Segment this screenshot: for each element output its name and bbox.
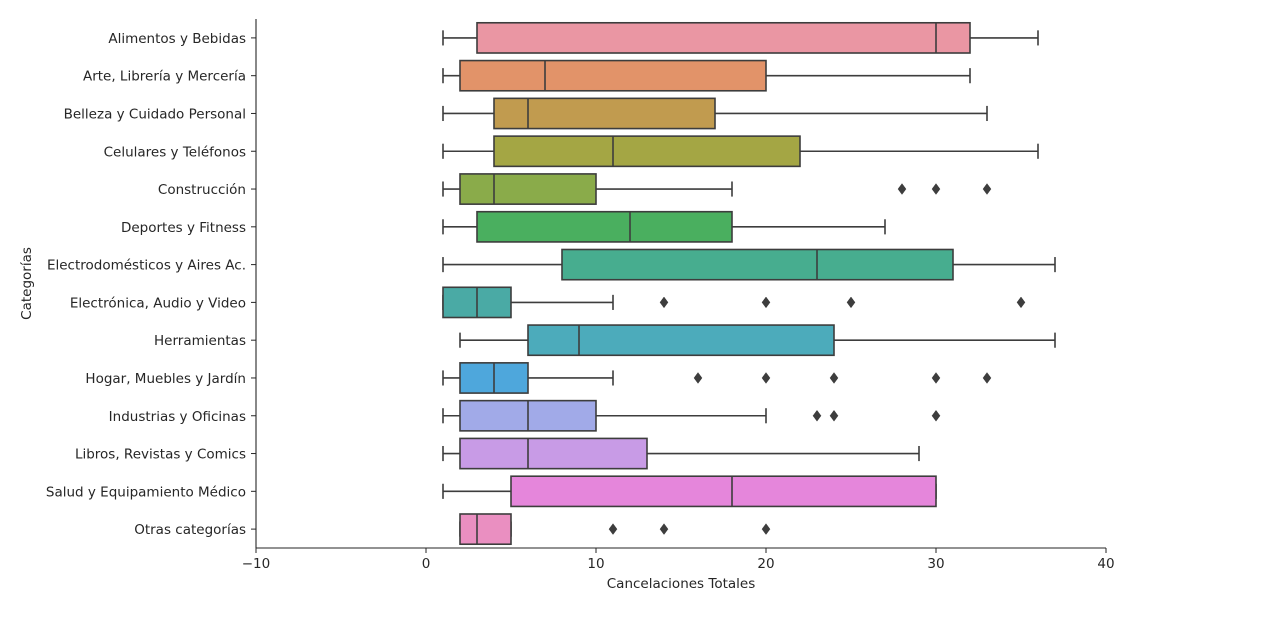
box-group (459, 324, 1056, 357)
x-tick-label: 30 (927, 556, 944, 572)
x-tick-label: 10 (587, 556, 604, 572)
outlier-point (659, 296, 669, 309)
x-tick-label: 0 (422, 556, 431, 572)
box-group (442, 437, 920, 470)
outlier-point (659, 523, 669, 535)
outlier-point (829, 409, 839, 422)
box-iqr (493, 97, 716, 130)
box-iqr (459, 437, 648, 470)
box-iqr (561, 248, 954, 281)
outlier-point (761, 296, 771, 309)
outlier-point (1016, 296, 1026, 309)
box-group (442, 248, 1056, 281)
y-axis-label: Categorías (19, 247, 35, 320)
x-axis-label: Cancelaciones Totales (607, 576, 756, 592)
y-tick-label: Salud y Equipamiento Médico (46, 484, 246, 500)
outlier-point (761, 372, 771, 384)
y-tick-label: Belleza y Cuidado Personal (64, 106, 246, 122)
y-tick-label: Electrónica, Audio y Video (70, 295, 246, 311)
box-iqr (527, 324, 835, 357)
y-axis: Alimentos y Bebidas Arte, Librería y Merc… (46, 19, 257, 548)
y-tick-label: Arte, Librería y Mercería (83, 69, 246, 85)
outlier-point (982, 183, 992, 195)
box-iqr (459, 59, 767, 92)
box-iqr (510, 475, 937, 508)
outlier-point (846, 296, 856, 309)
plot-area (442, 21, 1056, 546)
y-tick-label: Deportes y Fitness (121, 220, 246, 236)
box-iqr (493, 135, 801, 168)
y-tick-label: Herramientas (154, 333, 246, 349)
box-group (442, 362, 992, 394)
x-tick-label: −10 (242, 556, 271, 572)
outlier-point (693, 372, 703, 384)
box-iqr (476, 210, 733, 243)
y-tick-label: Construcción (158, 182, 246, 198)
outlier-point (761, 523, 771, 535)
box-group (442, 210, 886, 243)
box-group (442, 173, 992, 205)
box-group (442, 286, 1026, 319)
y-tick-label: Libros, Revistas y Comics (75, 447, 246, 463)
y-tick-label: Industrias y Oficinas (109, 409, 246, 425)
box-group (459, 513, 771, 546)
box-iqr (459, 173, 597, 205)
box-group (442, 59, 971, 92)
y-tick-label: Otras categorías (134, 522, 246, 538)
outlier-point (829, 372, 839, 384)
box-group (442, 21, 1039, 54)
y-tick-label: Hogar, Muebles y Jardín (85, 371, 246, 387)
y-tick-label: Alimentos y Bebidas (108, 31, 246, 47)
outlier-point (931, 372, 941, 384)
x-tick-label: 20 (757, 556, 774, 572)
outlier-point (982, 372, 992, 384)
outlier-point (931, 183, 941, 195)
outlier-point (897, 183, 907, 195)
outlier-point (812, 409, 822, 422)
box-iqr (459, 513, 512, 546)
y-tick-label: Celulares y Teléfonos (104, 144, 246, 160)
box-group (442, 135, 1039, 168)
outlier-point (608, 523, 618, 535)
box-group (442, 399, 941, 432)
box-group (442, 97, 988, 130)
box-group (442, 475, 937, 508)
y-tick-label: Electrodomésticos y Aires Ac. (47, 258, 246, 274)
box-iqr (476, 21, 971, 54)
x-axis: −10 0 10 20 30 40 (242, 547, 1115, 572)
x-tick-label: 40 (1097, 556, 1114, 572)
outlier-point (931, 409, 941, 422)
